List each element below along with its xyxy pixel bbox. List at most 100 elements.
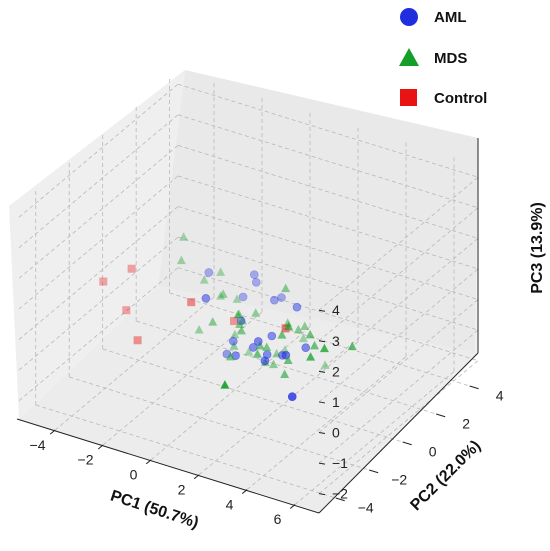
control-point [133, 336, 142, 345]
mds-point [199, 275, 209, 284]
mds-point [179, 232, 189, 241]
aml-point [292, 302, 302, 312]
aml-point [251, 277, 261, 287]
aml-point [287, 392, 297, 401]
x-tick-label: −2 [78, 452, 94, 468]
back-left-pane [158, 70, 478, 353]
axis-edges [16, 138, 479, 514]
mds-point [233, 309, 243, 319]
x-axis-line [16, 418, 320, 514]
grid-line-y [136, 320, 437, 415]
legend-item-aml: AML [400, 8, 467, 26]
grid-lines [18, 79, 479, 505]
mds-point [310, 340, 320, 350]
mds-point [305, 329, 315, 339]
legend: AML MDS Control [399, 8, 487, 107]
mds-point [298, 333, 308, 343]
mds-point [236, 325, 246, 335]
mds-point [347, 341, 357, 351]
z-tick-label: 0 [332, 425, 340, 441]
x-tick-mark [289, 504, 296, 509]
mds-point [252, 349, 262, 358]
axis-panes [9, 70, 478, 512]
x-tick-label: −4 [30, 437, 46, 453]
mds-point [306, 352, 316, 361]
control-point [127, 264, 136, 273]
aml-point [277, 293, 286, 302]
mds-point [284, 321, 294, 331]
mds-point [300, 321, 310, 331]
legend-item-mds: MDS [399, 48, 467, 67]
data-points [99, 232, 357, 401]
y-tick-mark [369, 469, 379, 474]
y-tick-label: −2 [391, 471, 407, 487]
side-left-pane [9, 70, 185, 419]
mds-point [218, 289, 228, 298]
x-tick-label: 6 [274, 511, 282, 527]
grid-line-y [35, 404, 336, 499]
legend-aml-marker [400, 8, 418, 26]
grid-line-z [177, 83, 479, 178]
y-tick-label: 0 [429, 443, 437, 459]
z-tick-label: −1 [332, 455, 348, 471]
mds-point [320, 360, 330, 369]
grid-line-z [177, 114, 479, 209]
z-tick-mark [318, 493, 326, 496]
z-tick-label: 1 [332, 394, 340, 410]
aml-point [253, 337, 263, 346]
aml-point [270, 295, 279, 305]
mds-point [216, 291, 226, 300]
z-tick-label: 2 [332, 363, 340, 379]
tick-labels: −4 −2 0 2 4 6 −4 −2 0 2 4 −2 −1 0 1 2 3 4 [30, 302, 504, 527]
x-tick-mark [145, 459, 152, 465]
aml-point [238, 292, 248, 302]
y-tick-label: 4 [496, 387, 504, 403]
legend-control-marker [400, 89, 417, 106]
y-tick-label: −4 [358, 499, 374, 515]
x-tick-mark [241, 489, 248, 495]
mds-point [216, 267, 226, 276]
aml-point [260, 356, 270, 366]
aml-point [229, 336, 238, 346]
x-tick-mark [49, 429, 56, 435]
grid-line-y [169, 292, 470, 387]
x-tick-mark [97, 444, 104, 450]
mds-point [277, 330, 287, 339]
y-axis-line [318, 352, 479, 514]
grid-line-z [177, 267, 479, 362]
mds-point [235, 319, 245, 329]
x-tick-label: 4 [226, 496, 234, 512]
grid-line-z [177, 144, 479, 239]
mds-point [220, 380, 230, 389]
mds-point [208, 317, 218, 326]
mds-point [283, 355, 293, 364]
y-tick-label: 2 [462, 415, 470, 431]
mds-point [262, 342, 272, 351]
mds-point [238, 315, 248, 325]
tick-marks [49, 309, 479, 509]
z-tick-label: 3 [332, 333, 340, 349]
mds-point [230, 329, 240, 339]
z-tick-mark [318, 401, 326, 404]
grid-line-z [177, 236, 479, 331]
grid-line-z [177, 175, 479, 270]
mds-point [225, 351, 235, 361]
mds-point [194, 324, 204, 334]
control-point [122, 306, 131, 315]
mds-point [244, 347, 254, 356]
mds-point [269, 359, 279, 369]
mds-point [229, 341, 239, 350]
mds-point [176, 255, 186, 265]
mds-point [280, 369, 290, 378]
z-tick-label: 4 [332, 302, 340, 318]
z-tick-mark [318, 432, 326, 435]
control-point [187, 298, 196, 307]
z-tick-mark [318, 370, 326, 373]
grid-line-y [69, 376, 370, 471]
mds-point [293, 324, 303, 334]
legend-item-control: Control [400, 89, 487, 107]
mds-point [319, 343, 329, 353]
aml-point [301, 343, 311, 352]
aml-point [267, 331, 277, 341]
